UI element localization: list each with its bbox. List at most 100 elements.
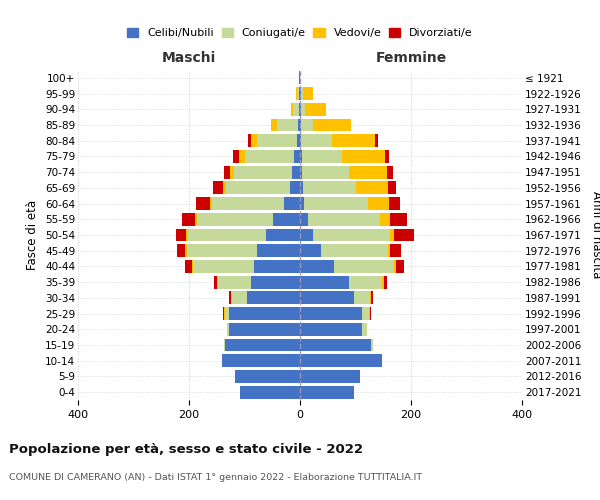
Bar	[240, 386, 300, 398]
Bar	[300, 386, 355, 398]
Bar	[300, 150, 302, 163]
Bar	[266, 228, 300, 241]
Text: COMUNE DI CAMERANO (AN) - Dati ISTAT 1° gennaio 2022 - Elaborazione TUTTITALIA.I: COMUNE DI CAMERANO (AN) - Dati ISTAT 1° …	[9, 472, 422, 482]
Bar	[300, 228, 394, 241]
Bar	[224, 166, 300, 178]
Bar	[233, 150, 300, 163]
Bar	[290, 103, 300, 116]
Bar	[212, 197, 300, 210]
Bar	[226, 182, 300, 194]
Bar	[284, 197, 300, 210]
Bar	[240, 386, 300, 398]
Legend: Celibi/Nubili, Coniugati/e, Vedovi/e, Divorziati/e: Celibi/Nubili, Coniugati/e, Vedovi/e, Di…	[127, 28, 473, 38]
Bar	[240, 386, 300, 398]
Bar	[299, 103, 300, 116]
Bar	[296, 87, 300, 100]
Bar	[300, 87, 313, 100]
Bar	[271, 118, 300, 132]
Bar	[300, 213, 380, 226]
Bar	[300, 307, 371, 320]
Bar	[300, 150, 389, 163]
Bar	[300, 118, 301, 132]
Bar	[300, 182, 355, 194]
Bar	[300, 118, 351, 132]
Bar	[300, 307, 370, 320]
Bar	[300, 354, 382, 367]
Bar	[300, 150, 385, 163]
Bar	[300, 260, 396, 273]
Bar	[248, 134, 300, 147]
Bar	[223, 307, 300, 320]
Bar	[300, 244, 388, 257]
Bar	[300, 134, 301, 147]
Bar	[185, 228, 300, 241]
Bar	[300, 323, 367, 336]
Bar	[223, 182, 300, 194]
Bar	[300, 307, 369, 320]
Bar	[300, 182, 303, 194]
Bar	[185, 244, 300, 257]
Bar	[300, 338, 373, 351]
Bar	[300, 354, 382, 367]
Bar	[230, 166, 300, 178]
Bar	[224, 338, 300, 351]
Bar	[300, 228, 390, 241]
Bar	[185, 260, 300, 273]
Bar	[300, 292, 355, 304]
Bar	[227, 323, 300, 336]
Bar	[290, 103, 300, 116]
Bar	[300, 118, 351, 132]
Bar	[223, 354, 300, 367]
Bar	[235, 370, 300, 383]
Bar	[300, 134, 378, 147]
Bar	[257, 244, 300, 257]
Bar	[300, 260, 334, 273]
Bar	[300, 197, 400, 210]
Bar	[193, 260, 300, 273]
Bar	[182, 213, 300, 226]
Bar	[300, 338, 371, 351]
Bar	[223, 354, 300, 367]
Bar	[223, 354, 300, 367]
Bar	[296, 87, 300, 100]
Bar	[240, 386, 300, 398]
Text: Maschi: Maschi	[162, 52, 216, 66]
Bar	[227, 323, 300, 336]
Bar	[227, 323, 300, 336]
Bar	[254, 260, 300, 273]
Bar	[300, 338, 373, 351]
Bar	[300, 276, 384, 288]
Bar	[300, 370, 360, 383]
Bar	[300, 182, 396, 194]
Bar	[300, 354, 382, 367]
Bar	[218, 276, 300, 288]
Bar	[300, 118, 313, 132]
Bar	[196, 197, 300, 210]
Bar	[298, 118, 300, 132]
Bar	[234, 166, 300, 178]
Bar	[300, 260, 394, 273]
Text: Popolazione per età, sesso e stato civile - 2022: Popolazione per età, sesso e stato civil…	[9, 442, 363, 456]
Bar	[295, 150, 300, 163]
Bar	[257, 134, 300, 147]
Bar	[247, 292, 300, 304]
Bar	[300, 260, 404, 273]
Bar	[232, 292, 300, 304]
Bar	[299, 87, 300, 100]
Bar	[300, 276, 349, 288]
Bar	[300, 166, 349, 178]
Bar	[235, 370, 300, 383]
Bar	[300, 323, 367, 336]
Bar	[300, 354, 382, 367]
Bar	[230, 292, 300, 304]
Bar	[300, 323, 362, 336]
Bar	[300, 244, 321, 257]
Bar	[224, 338, 300, 351]
Bar	[300, 182, 388, 194]
Bar	[192, 260, 300, 273]
Bar	[224, 307, 300, 320]
Bar	[251, 276, 300, 288]
Bar	[300, 386, 355, 398]
Bar	[176, 228, 300, 241]
Bar	[300, 166, 302, 178]
